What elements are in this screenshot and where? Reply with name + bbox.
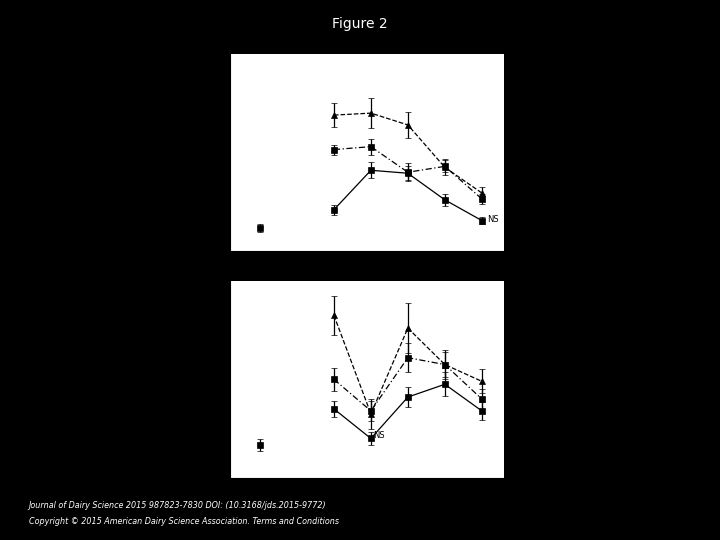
Text: NS: NS [487,214,499,224]
Y-axis label: Lactoferrin yield (g/d): Lactoferrin yield (g/d) [195,327,204,432]
Text: Copyright © 2015 American Dairy Science Association. Terms and Conditions: Copyright © 2015 American Dairy Science … [29,517,339,526]
Text: A: A [192,35,202,48]
Text: NS: NS [373,431,384,440]
Text: B: B [192,262,202,275]
Y-axis label: Lactoferrin (mg/L): Lactoferrin (mg/L) [183,109,192,197]
Text: Figure 2: Figure 2 [332,17,388,31]
X-axis label: Day: Day [357,505,377,516]
X-axis label: Day: Day [357,279,377,289]
Text: Journal of Dairy Science 2015 987823-7830 DOI: (10.3168/jds.2015-9772): Journal of Dairy Science 2015 987823-783… [29,501,326,510]
